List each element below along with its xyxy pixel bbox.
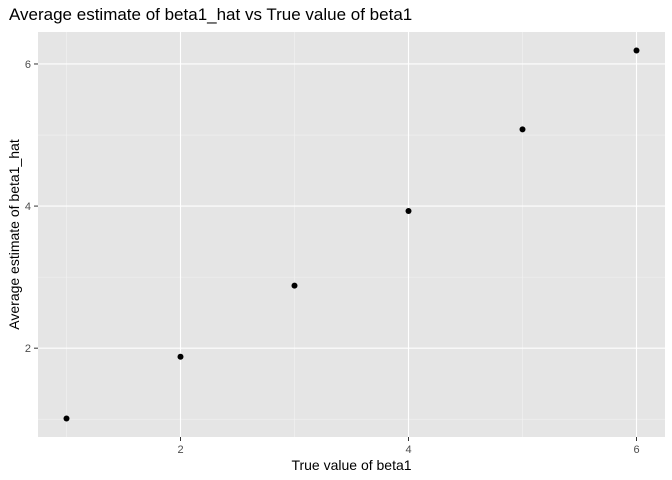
axis-ticks — [34, 63, 637, 441]
x-axis-title: True value of beta1 — [291, 457, 411, 473]
tick-labels: 2 4 6 2 4 6 — [25, 59, 640, 456]
data-points — [63, 47, 640, 422]
y-tick-label: 6 — [25, 59, 31, 71]
x-tick-label: 2 — [177, 444, 183, 456]
data-point — [633, 47, 640, 54]
minor-gridlines — [38, 32, 665, 437]
data-point — [519, 126, 526, 133]
plot-panel — [38, 32, 665, 437]
x-tick-label: 4 — [405, 444, 411, 456]
x-tick-label: 6 — [633, 444, 639, 456]
data-point — [177, 353, 184, 360]
data-point — [63, 415, 70, 422]
y-tick-label: 4 — [25, 201, 31, 213]
y-tick-label: 2 — [25, 343, 31, 355]
major-gridlines — [38, 32, 665, 437]
data-point — [405, 208, 412, 215]
data-point — [291, 282, 298, 289]
chart-title: Average estimate of beta1_hat vs True va… — [9, 5, 412, 24]
y-axis-title: Average estimate of beta1_hat — [6, 139, 22, 330]
